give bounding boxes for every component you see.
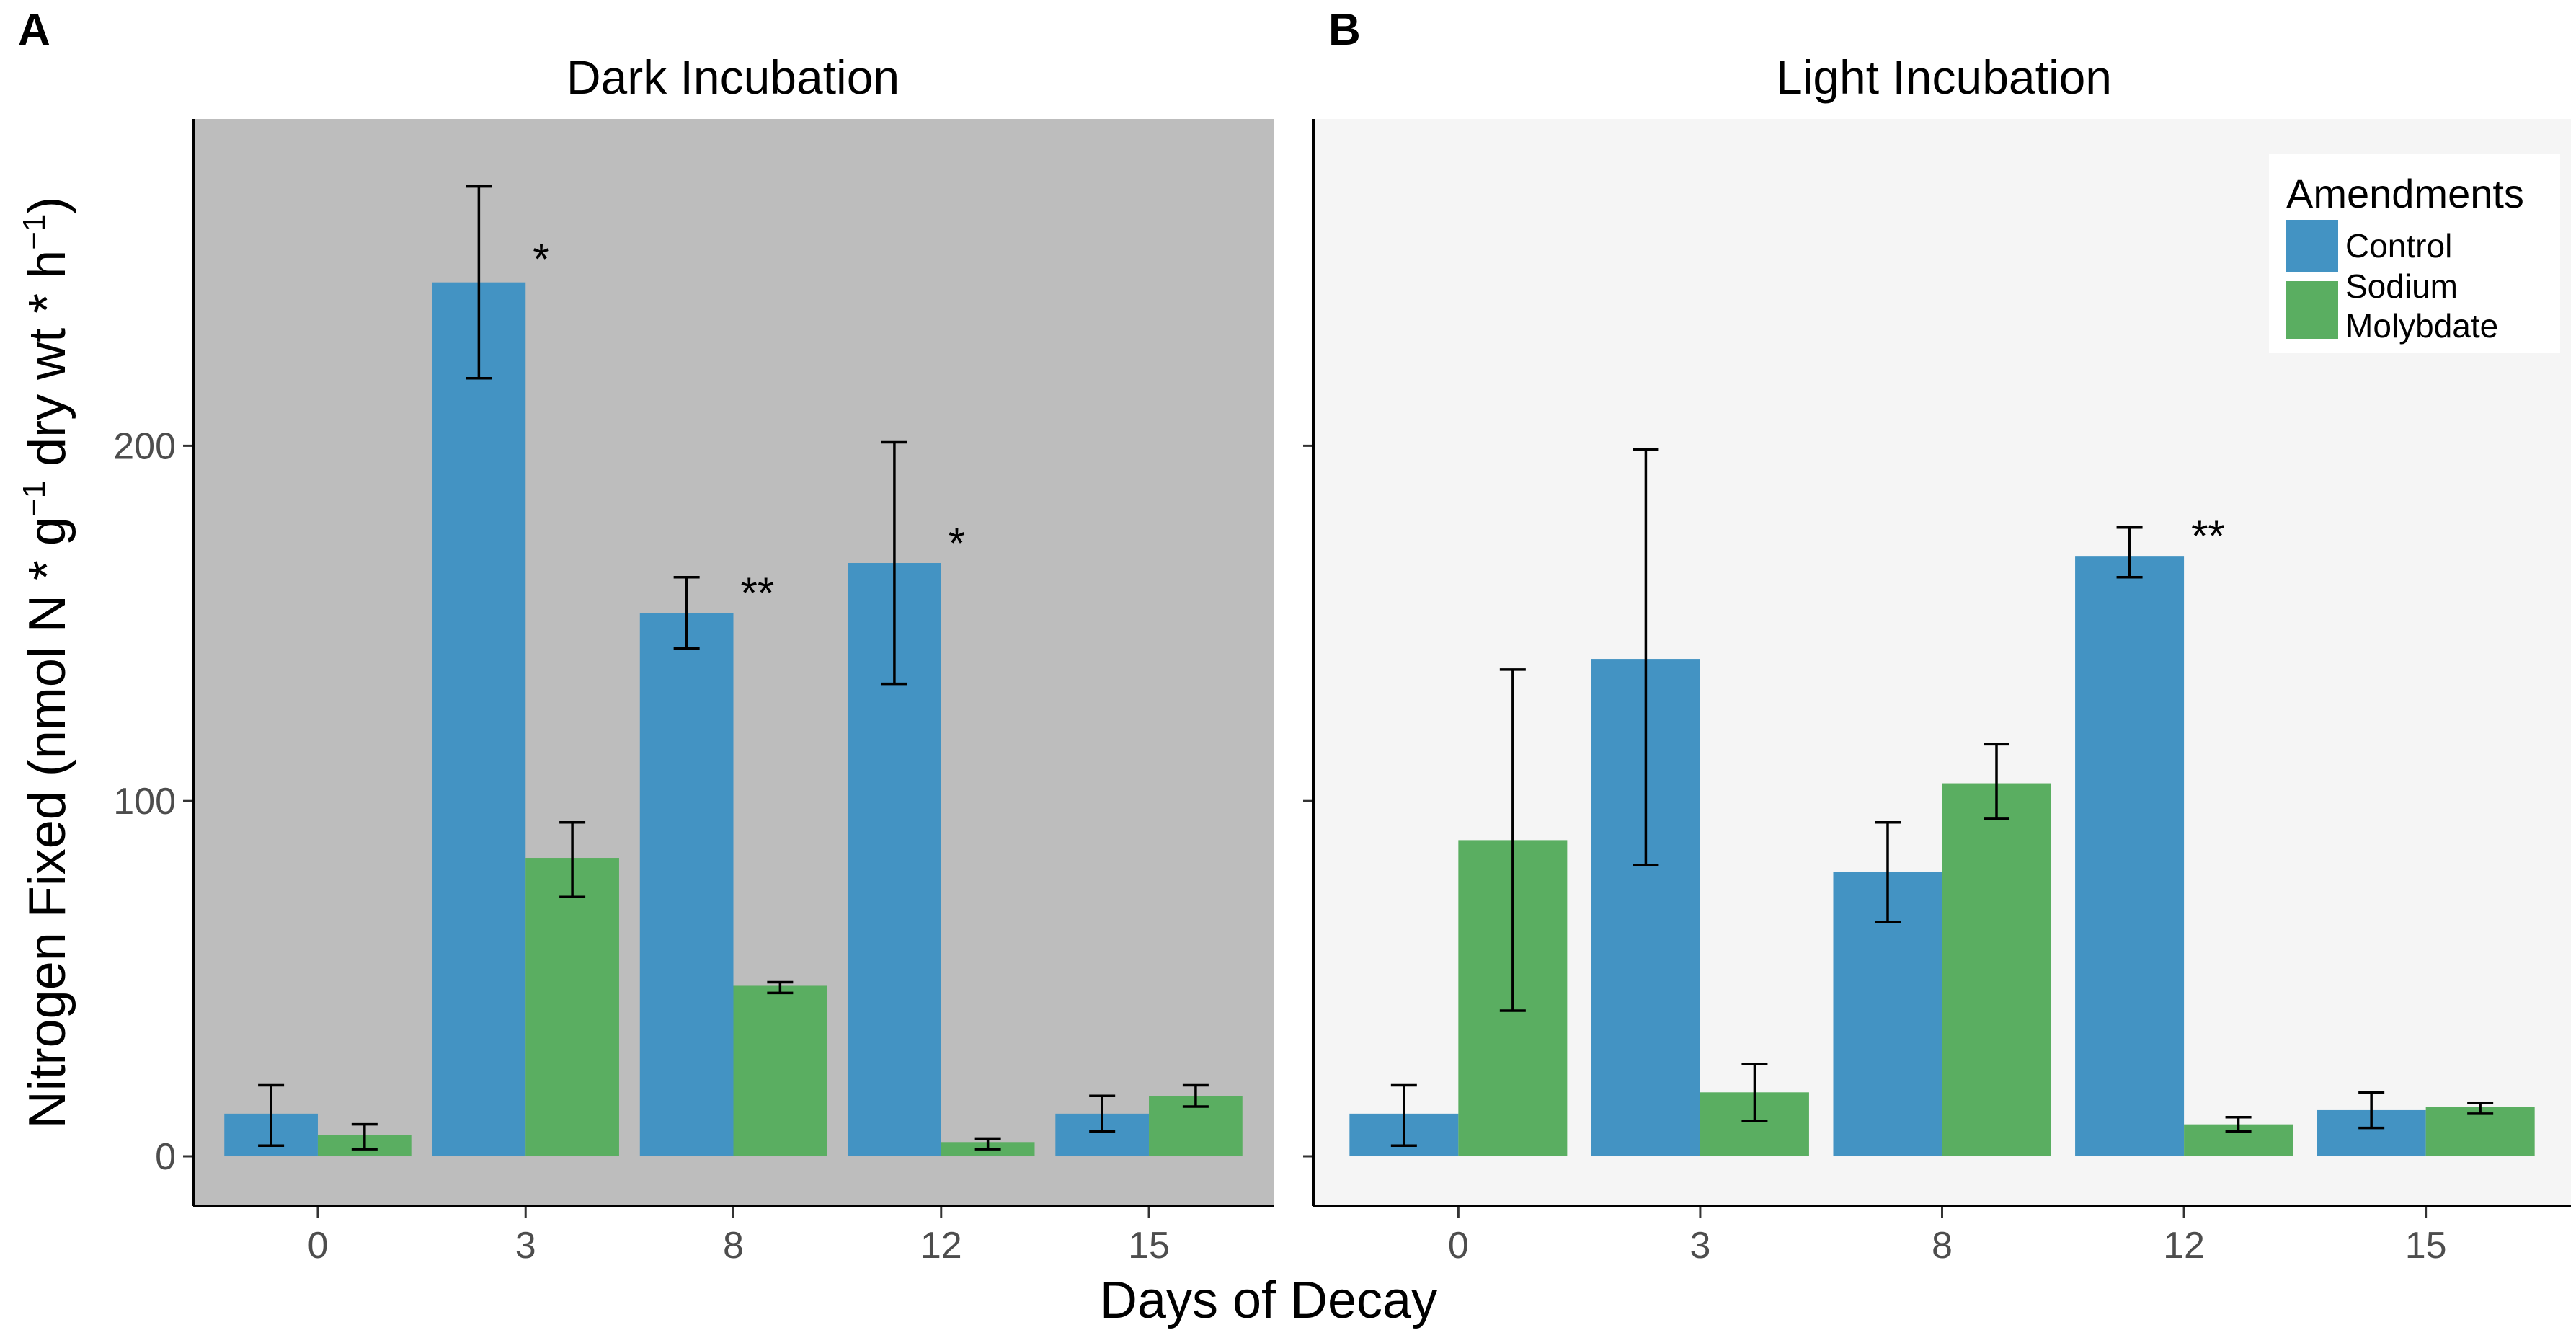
- panel-b: B Light Incubation ** 0 3 8 12 15 Amendments …: [1303, 5, 2571, 1267]
- legend-swatch-control: [2286, 220, 2338, 272]
- panel-a-significance-mark: *: [949, 519, 965, 567]
- panel-a-bar-sodium-molybdate-day-8: [733, 985, 827, 1157]
- y-axis-title-exp2: −1: [17, 214, 52, 250]
- panel-a-bar-sodium-molybdate-day-3: [525, 858, 619, 1157]
- panel-a-bar-control-day-3: [432, 282, 526, 1157]
- panel-b-bar-control-day-12: [2075, 556, 2185, 1157]
- panel-a-y-tick-label: 200: [113, 425, 176, 467]
- panel-a-x-tick-label: 8: [723, 1225, 744, 1267]
- panel-b-x-tick-label: 15: [2405, 1225, 2447, 1267]
- panel-b-marks: ** 0 3 8 12 15: [1303, 444, 2535, 1267]
- legend-label-sodium: Sodium: [2345, 267, 2458, 305]
- panel-a-bar-control-day-8: [639, 613, 734, 1157]
- y-axis-title: Nitrogen Fixed (nmol N * g−1 dry wt * h−…: [17, 197, 76, 1129]
- panel-a-x-tick-label: 3: [515, 1225, 536, 1267]
- panel-letter-a: A: [18, 5, 50, 55]
- panel-a-title: Dark Incubation: [567, 50, 900, 104]
- panel-b-significance-mark: **: [2191, 512, 2225, 560]
- panel-a-x-tick-label: 0: [308, 1225, 329, 1267]
- panel-a-x-tick-label: 12: [920, 1225, 962, 1267]
- y-axis-title-end: ): [19, 197, 76, 214]
- panel-a-significance-mark: *: [533, 235, 549, 283]
- legend-label-control: Control: [2345, 227, 2452, 265]
- x-axis-title: Days of Decay: [1100, 1272, 1437, 1329]
- legend-label-molybdate: Molybdate: [2345, 307, 2498, 345]
- panel-b-x-tick-label: 3: [1689, 1225, 1710, 1267]
- panel-b-x-tick-label: 12: [2163, 1225, 2205, 1267]
- panel-a-y-tick-label: 0: [155, 1136, 176, 1178]
- legend-title: Amendments: [2286, 171, 2524, 216]
- panel-a-significance-mark: **: [741, 569, 775, 617]
- panel-a-y-tick-label: 100: [113, 781, 176, 823]
- y-axis-title-exp1: −1: [17, 481, 52, 517]
- legend-swatch-sodium-molybdate: [2286, 281, 2338, 339]
- panel-b-title: Light Incubation: [1776, 50, 2112, 104]
- legend: Amendments Control Sodium Molybdate: [2269, 154, 2560, 353]
- panel-a-x-tick-label: 15: [1128, 1225, 1170, 1267]
- panel-b-bar-sodium-molybdate-day-8: [1942, 783, 2051, 1157]
- panel-b-x-tick-label: 8: [1932, 1225, 1953, 1267]
- y-axis-title-part2: dry wt * h: [19, 250, 76, 481]
- panel-b-x-tick-label: 0: [1448, 1225, 1469, 1267]
- panel-letter-b: B: [1328, 5, 1361, 55]
- y-axis-title-part1: Nitrogen Fixed (nmol N * g: [19, 517, 76, 1128]
